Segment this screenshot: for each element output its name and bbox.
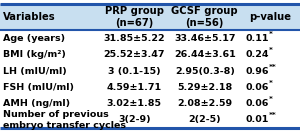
Text: FSH (mIU/ml): FSH (mIU/ml) bbox=[3, 83, 74, 92]
FancyBboxPatch shape bbox=[0, 112, 300, 128]
Text: p-value: p-value bbox=[249, 12, 291, 22]
Text: Age (years): Age (years) bbox=[3, 34, 65, 43]
Text: Variables: Variables bbox=[3, 12, 56, 22]
Text: 0.96: 0.96 bbox=[245, 67, 268, 76]
Text: **: ** bbox=[269, 63, 277, 70]
Text: AMH (ng/ml): AMH (ng/ml) bbox=[3, 99, 70, 108]
Text: 26.44±3.61: 26.44±3.61 bbox=[174, 50, 236, 59]
Text: *: * bbox=[269, 31, 273, 37]
Text: 2(2-5): 2(2-5) bbox=[188, 115, 221, 124]
Text: *: * bbox=[269, 80, 273, 86]
Text: 25.52±3.47: 25.52±3.47 bbox=[103, 50, 165, 59]
Text: PRP group
(n=67): PRP group (n=67) bbox=[105, 6, 164, 28]
Text: BMI (kg/m²): BMI (kg/m²) bbox=[3, 50, 66, 59]
FancyBboxPatch shape bbox=[0, 4, 300, 128]
FancyBboxPatch shape bbox=[0, 95, 300, 112]
Text: 0.06: 0.06 bbox=[245, 83, 268, 92]
Text: 31.85±5.22: 31.85±5.22 bbox=[103, 34, 165, 43]
Text: *: * bbox=[269, 47, 273, 53]
Text: 4.59±1.71: 4.59±1.71 bbox=[107, 83, 162, 92]
Text: GCSF group
(n=56): GCSF group (n=56) bbox=[171, 6, 238, 28]
Text: *: * bbox=[269, 96, 273, 102]
FancyBboxPatch shape bbox=[0, 47, 300, 63]
Text: 33.46±5.17: 33.46±5.17 bbox=[174, 34, 236, 43]
Text: 2.95(0.3-8): 2.95(0.3-8) bbox=[175, 67, 235, 76]
Text: LH (mIU/ml): LH (mIU/ml) bbox=[3, 67, 67, 76]
FancyBboxPatch shape bbox=[0, 30, 300, 47]
FancyBboxPatch shape bbox=[0, 63, 300, 79]
Text: 0.24: 0.24 bbox=[245, 50, 268, 59]
FancyBboxPatch shape bbox=[0, 79, 300, 95]
Text: 2.08±2.59: 2.08±2.59 bbox=[177, 99, 232, 108]
Text: Number of previous
embryo transfer cycles: Number of previous embryo transfer cycle… bbox=[3, 110, 126, 130]
Text: 3.02±1.85: 3.02±1.85 bbox=[107, 99, 162, 108]
Text: 0.01: 0.01 bbox=[245, 115, 268, 124]
Text: 3(2-9): 3(2-9) bbox=[118, 115, 151, 124]
Text: 0.06: 0.06 bbox=[245, 99, 268, 108]
Text: **: ** bbox=[269, 112, 277, 118]
Text: 3 (0.1-15): 3 (0.1-15) bbox=[108, 67, 160, 76]
Text: 5.29±2.18: 5.29±2.18 bbox=[177, 83, 232, 92]
Text: 0.11: 0.11 bbox=[245, 34, 268, 43]
